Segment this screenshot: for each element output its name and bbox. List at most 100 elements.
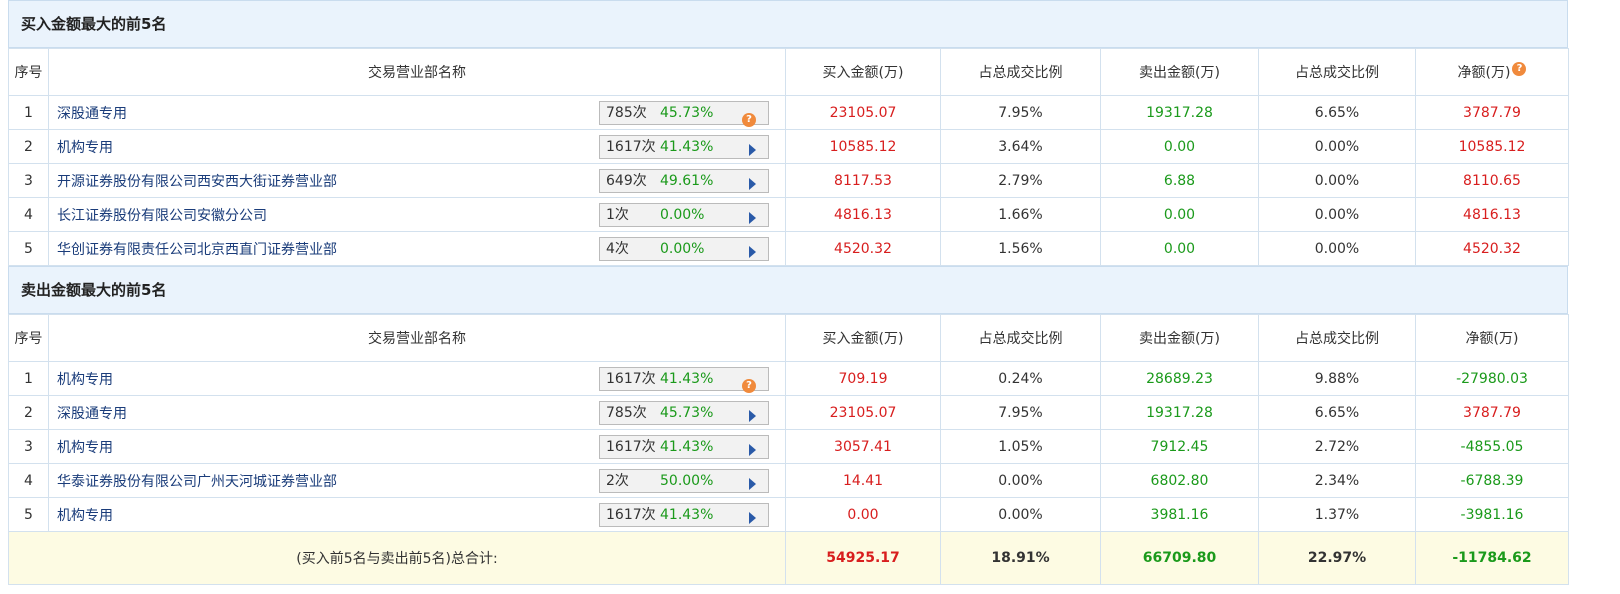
win-rate: 49.61% [660, 173, 714, 189]
buy-amount: 4816.13 [785, 197, 941, 232]
broker-stats-button[interactable]: 4次 0.00% [599, 237, 769, 261]
sell-amount: 28689.23 [1100, 361, 1259, 396]
sell-ratio: 9.88% [1258, 361, 1416, 396]
broker-name-link[interactable]: 长江证券股份有限公司安徽分公司 [57, 207, 267, 224]
sell-amount: 0.00 [1100, 129, 1259, 164]
row-number: 3 [8, 163, 49, 198]
column-header: 序号 [8, 314, 49, 362]
broker-name-link[interactable]: 机构专用 [57, 507, 113, 524]
net-amount: 4816.13 [1415, 197, 1569, 232]
sell-ratio: 6.65% [1258, 395, 1416, 430]
appearance-count: 1617次 [606, 371, 656, 387]
buy-ratio: 7.95% [940, 395, 1101, 430]
sell-amount: 19317.28 [1100, 95, 1259, 130]
column-header: 交易营业部名称 [48, 48, 786, 96]
sell-amount: 0.00 [1100, 231, 1259, 266]
table-row: 2 机构专用 1617次 41.43% 10585.12 3.64% 0.00 0.00% 10… [8, 129, 1569, 164]
sell-amount: 7912.45 [1100, 429, 1259, 464]
net-amount: -4855.05 [1415, 429, 1569, 464]
row-number: 3 [8, 429, 49, 464]
column-header: 净额(万) [1415, 314, 1569, 362]
broker-name-link[interactable]: 机构专用 [57, 371, 113, 388]
net-amount: 3787.79 [1415, 95, 1569, 130]
broker-stats-button[interactable]: 1次 0.00% [599, 203, 769, 227]
buy-ratio: 1.05% [940, 429, 1101, 464]
broker-name-link[interactable]: 深股通专用 [57, 405, 127, 422]
play-arrow-icon[interactable] [749, 178, 756, 190]
buy-ratio: 1.56% [940, 231, 1101, 266]
broker-stats-button[interactable]: 785次 45.73% [599, 401, 769, 425]
appearance-count: 2次 [606, 473, 629, 489]
row-number: 2 [8, 129, 49, 164]
sell-amount: 19317.28 [1100, 395, 1259, 430]
buy-section-title: 买入金额最大的前5名 [8, 0, 1568, 48]
broker-name-link[interactable]: 华泰证券股份有限公司广州天河城证券营业部 [57, 473, 337, 490]
total-sell-ratio: 22.97% [1258, 531, 1416, 585]
win-rate: 41.43% [660, 139, 714, 155]
net-amount: 10585.12 [1415, 129, 1569, 164]
buy-amount: 14.41 [785, 463, 941, 498]
sell-ratio: 6.65% [1258, 95, 1416, 130]
win-rate: 0.00% [660, 207, 705, 223]
broker-name-link[interactable]: 深股通专用 [57, 105, 127, 122]
buy-ratio: 0.00% [940, 463, 1101, 498]
sell-section-title: 卖出金额最大的前5名 [8, 266, 1568, 314]
play-arrow-icon[interactable] [749, 512, 756, 524]
question-icon[interactable]: ? [1512, 62, 1527, 76]
column-header: 买入金额(万) [785, 314, 941, 362]
buy-amount: 8117.53 [785, 163, 941, 198]
broker-stats-button[interactable]: 1617次 41.43%? [599, 367, 769, 393]
net-amount: -6788.39 [1415, 463, 1569, 498]
broker-stats-button[interactable]: 1617次 41.43% [599, 135, 769, 159]
appearance-count: 1617次 [606, 439, 656, 455]
broker-name-link[interactable]: 机构专用 [57, 139, 113, 156]
win-rate: 41.43% [660, 439, 714, 455]
play-arrow-icon[interactable] [749, 246, 756, 258]
sell-amount: 3981.16 [1100, 497, 1259, 532]
table-row: 1 深股通专用 785次 45.73%? 23105.07 7.95% 19317.28 6.… [8, 95, 1569, 130]
play-arrow-icon[interactable] [749, 212, 756, 224]
appearance-count: 785次 [606, 105, 647, 121]
play-arrow-icon[interactable] [749, 410, 756, 422]
broker-name-link[interactable]: 机构专用 [57, 439, 113, 456]
broker-stats-button[interactable]: 649次 49.61% [599, 169, 769, 193]
sell-amount: 6.88 [1100, 163, 1259, 198]
appearance-count: 1617次 [606, 139, 656, 155]
question-icon[interactable]: ? [742, 113, 756, 127]
buy-amount: 23105.07 [785, 395, 941, 430]
broker-stats-button[interactable]: 785次 45.73%? [599, 101, 769, 127]
broker-stats-button[interactable]: 1617次 41.43% [599, 435, 769, 459]
play-arrow-icon[interactable] [749, 144, 756, 156]
broker-stats-button[interactable]: 1617次 41.43% [599, 503, 769, 527]
column-header: 占总成交比例 [940, 48, 1101, 96]
column-header: 卖出金额(万) [1100, 314, 1259, 362]
total-buy: 54925.17 [785, 531, 941, 585]
win-rate: 41.43% [660, 371, 714, 387]
net-amount: 8110.65 [1415, 163, 1569, 198]
buy-table: 序号 交易营业部名称 买入金额(万) 占总成交比例 卖出金额(万) 占总成交比例 净额(万)… [8, 48, 1569, 266]
net-amount: 4520.32 [1415, 231, 1569, 266]
broker-name-link[interactable]: 华创证券有限责任公司北京西直门证券营业部 [57, 241, 337, 258]
win-rate: 45.73% [660, 105, 714, 121]
broker-name-link[interactable]: 开源证券股份有限公司西安西大街证券营业部 [57, 173, 337, 190]
sell-amount: 0.00 [1100, 197, 1259, 232]
row-number: 1 [8, 361, 49, 396]
column-header: 卖出金额(万) [1100, 48, 1259, 96]
column-header: 净额(万)? [1415, 48, 1569, 96]
play-arrow-icon[interactable] [749, 444, 756, 456]
win-rate: 50.00% [660, 473, 714, 489]
column-header: 占总成交比例 [1258, 48, 1416, 96]
broker-stats-button[interactable]: 2次 50.00% [599, 469, 769, 493]
question-icon[interactable]: ? [742, 379, 756, 393]
column-header: 占总成交比例 [940, 314, 1101, 362]
win-rate: 0.00% [660, 241, 705, 257]
row-number: 4 [8, 197, 49, 232]
column-header: 占总成交比例 [1258, 314, 1416, 362]
play-arrow-icon[interactable] [749, 478, 756, 490]
total-net: -11784.62 [1415, 531, 1569, 585]
buy-amount: 3057.41 [785, 429, 941, 464]
net-amount: 3787.79 [1415, 395, 1569, 430]
lhb-tables: 买入金额最大的前5名 序号 交易营业部名称 买入金额(万) 占总成交比例 卖出金额(万)… [8, 0, 1569, 585]
sell-ratio: 2.72% [1258, 429, 1416, 464]
buy-amount: 10585.12 [785, 129, 941, 164]
